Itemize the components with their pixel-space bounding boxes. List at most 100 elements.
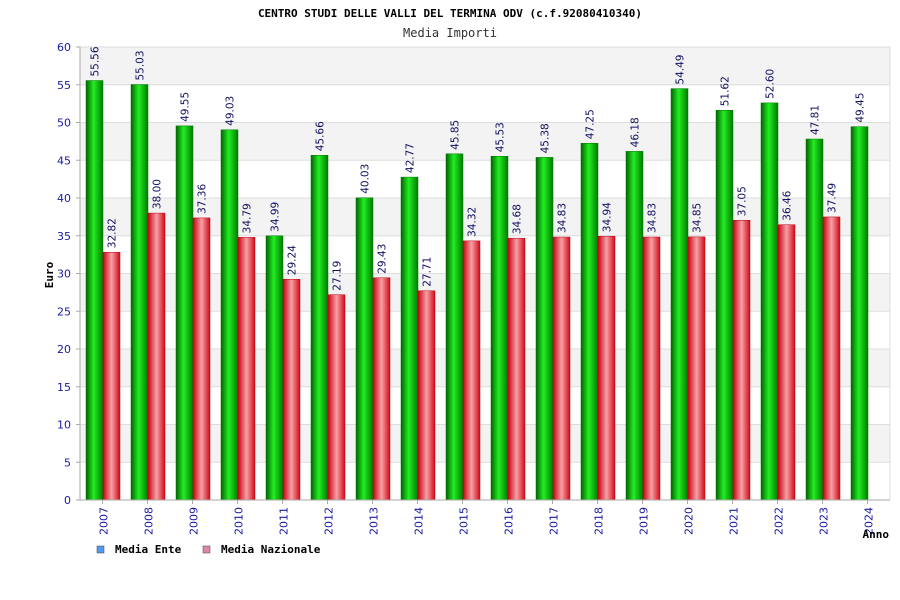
data-label-media-nazionale-2017: 34.83	[557, 203, 569, 233]
bar-media-nazionale-2010	[237, 237, 256, 501]
data-label-media-ente-2007: 55.56	[90, 46, 102, 76]
y-axis-ticks: 0 5 10 15 20 25 30 35 40 45 50 55 60	[57, 41, 80, 507]
grid-band	[80, 462, 890, 500]
y-tick-label: 30	[57, 268, 71, 281]
bar-media-nazionale-2018	[597, 235, 616, 501]
x-tick-label-2014: 2014	[413, 507, 426, 535]
x-axis-label: Anno	[863, 528, 890, 541]
y-tick-label: 25	[57, 305, 71, 318]
x-tick-label-2015: 2015	[458, 507, 471, 535]
data-label-media-ente-2016: 45.53	[495, 122, 507, 152]
data-label-media-nazionale-2019: 34.83	[647, 203, 659, 233]
data-label-media-ente-2011: 34.99	[270, 202, 282, 232]
bar-media-nazionale-2023	[822, 216, 841, 501]
data-label-media-nazionale-2014: 27.71	[422, 257, 434, 287]
bar-media-nazionale-2021	[732, 220, 751, 501]
bar-media-ente-2011	[265, 235, 284, 501]
legend-swatch-media-nazionale	[202, 545, 211, 554]
legend-label-media-ente: Media Ente	[115, 543, 182, 556]
x-tick-label-2024: 2024	[863, 507, 876, 535]
x-tick-label-2017: 2017	[548, 507, 561, 535]
data-label-media-ente-2017: 45.38	[540, 123, 552, 153]
grid-band	[80, 198, 890, 236]
bar-media-ente-2017	[535, 157, 554, 501]
bar-media-nazionale-2019	[642, 236, 661, 501]
data-label-media-ente-2020: 54.49	[675, 55, 687, 85]
x-tick-label-2010: 2010	[233, 507, 246, 535]
bar-media-ente-2016	[490, 155, 509, 501]
grid-band	[80, 273, 890, 312]
x-tick-label-2022: 2022	[773, 507, 786, 535]
x-tick-label-2021: 2021	[728, 507, 741, 535]
chart-subtitle: Media Importi	[403, 26, 497, 40]
data-label-media-nazionale-2016: 34.68	[512, 204, 524, 234]
grid-band	[80, 386, 890, 425]
x-tick-label-2018: 2018	[593, 507, 606, 535]
bar-media-nazionale-2007	[102, 251, 121, 501]
data-label-media-nazionale-2009: 37.36	[197, 184, 209, 214]
bar-media-nazionale-2017	[552, 236, 571, 501]
x-tick-label-2019: 2019	[638, 507, 651, 535]
data-label-media-nazionale-2018: 34.94	[602, 202, 614, 232]
y-tick-label: 20	[57, 343, 71, 356]
data-label-media-nazionale-2011: 29.24	[287, 245, 299, 275]
data-label-media-nazionale-2007: 32.82	[107, 218, 119, 248]
legend-label-media-nazionale: Media Nazionale	[221, 543, 321, 556]
x-tick-label-2007: 2007	[98, 507, 111, 535]
data-label-media-ente-2008: 55.03	[135, 50, 147, 80]
y-tick-label: 10	[57, 419, 71, 432]
bar-media-nazionale-2011	[282, 278, 301, 501]
bar-media-ente-2012	[310, 155, 329, 501]
data-label-media-nazionale-2015: 34.32	[467, 207, 479, 237]
data-label-media-ente-2024: 49.45	[855, 93, 867, 123]
y-tick-label: 0	[64, 494, 71, 507]
data-label-media-ente-2023: 47.81	[810, 105, 822, 135]
data-label-media-ente-2022: 52.60	[765, 69, 777, 99]
bar-media-ente-2023	[805, 138, 824, 501]
legend: Media Ente Media Nazionale	[96, 543, 321, 556]
bar-media-ente-2014	[400, 176, 419, 501]
bar-media-ente-2019	[625, 151, 644, 501]
bar-media-nazionale-2014	[417, 290, 436, 501]
grid-band	[80, 235, 890, 274]
data-label-media-ente-2018: 47.25	[585, 109, 597, 139]
bar-media-nazionale-2013	[372, 277, 391, 501]
data-label-media-ente-2021: 51.62	[720, 76, 732, 106]
data-label-media-nazionale-2012: 27.19	[332, 261, 344, 291]
plot-background	[80, 47, 890, 500]
data-label-media-ente-2014: 42.77	[405, 143, 417, 173]
bar-media-ente-2013	[355, 197, 374, 501]
grid-band	[80, 160, 890, 198]
y-tick-label: 15	[57, 381, 71, 394]
data-labels: 55.56 32.82 55.03 38.00 49.55 37.36 49.03 34.79…	[90, 46, 867, 291]
x-tick-label-2012: 2012	[323, 507, 336, 535]
x-tick-label-2008: 2008	[143, 507, 156, 535]
data-label-media-nazionale-2023: 37.49	[827, 183, 839, 213]
bar-media-nazionale-2016	[507, 237, 526, 501]
grid-band	[80, 424, 890, 463]
data-label-media-ente-2015: 45.85	[450, 120, 462, 150]
bar-media-nazionale-2022	[777, 224, 796, 501]
y-tick-label: 60	[57, 41, 71, 54]
data-label-media-ente-2012: 45.66	[315, 121, 327, 151]
bar-media-nazionale-2012	[327, 294, 346, 501]
x-axis-ticks: 2007 2008 2009 2010 2011 2012 2013 2014 2015 2016…	[98, 500, 876, 535]
grid-band	[80, 311, 890, 349]
data-label-media-nazionale-2010: 34.79	[242, 203, 254, 233]
bar-media-nazionale-2015	[462, 240, 481, 501]
data-label-media-ente-2009: 49.55	[180, 92, 192, 122]
y-tick-label: 5	[64, 456, 71, 469]
bar-media-ente-2022	[760, 102, 779, 501]
bar-media-nazionale-2020	[687, 236, 706, 501]
bar-media-nazionale-2009	[192, 217, 211, 501]
grid-band	[80, 122, 890, 161]
data-label-media-nazionale-2008: 38.00	[152, 179, 164, 209]
bar-media-nazionale-2008	[147, 212, 166, 501]
x-tick-label-2020: 2020	[683, 507, 696, 535]
bar-media-ente-2009	[175, 125, 194, 501]
x-tick-label-2011: 2011	[278, 507, 291, 535]
grid-band	[80, 47, 890, 85]
bar-media-ente-2024	[850, 126, 869, 501]
bar-media-ente-2015	[445, 153, 464, 501]
